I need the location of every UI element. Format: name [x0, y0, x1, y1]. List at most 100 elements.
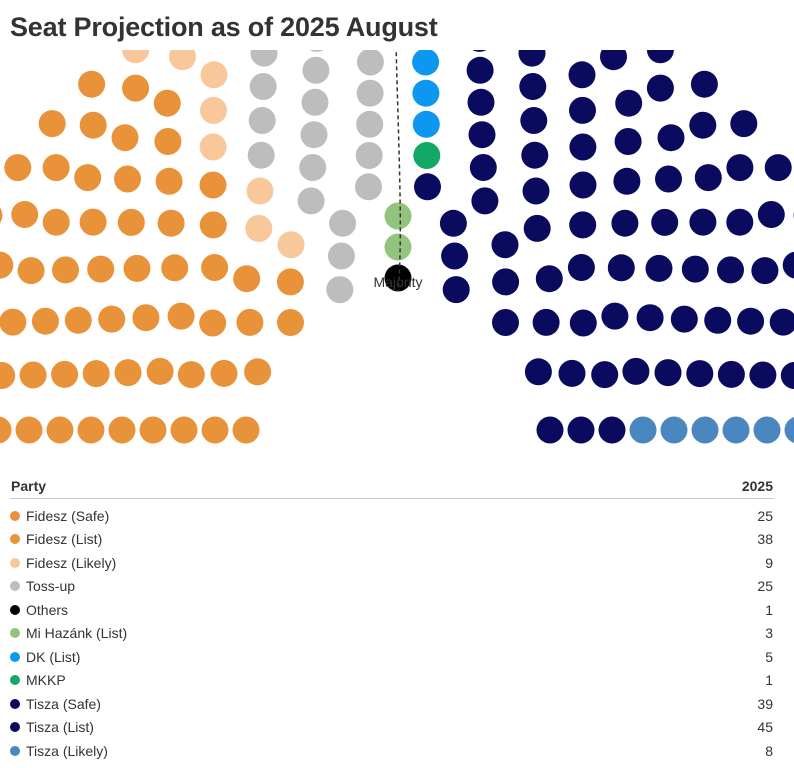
seat-dot	[569, 211, 597, 239]
seat-dot	[123, 254, 151, 282]
seat-dot	[780, 362, 794, 389]
seat-count: 25	[757, 578, 773, 595]
seat-dot	[704, 306, 732, 334]
seat-dot	[441, 242, 469, 270]
seat-dot	[412, 110, 440, 138]
seat-count: 39	[757, 695, 773, 712]
seat-dot	[82, 360, 110, 388]
party-cell: Others	[10, 602, 68, 618]
seat-dot	[79, 208, 107, 236]
seat-dot	[302, 56, 330, 84]
seat-dot	[201, 416, 229, 444]
seat-dot	[155, 167, 183, 195]
seat-dot	[108, 416, 136, 444]
table-row: Fidesz (Likely) 9	[10, 551, 774, 575]
seat-dot	[749, 361, 777, 389]
seat-dot	[466, 56, 494, 84]
seat-dot	[167, 302, 195, 330]
party-color-dot	[10, 557, 20, 568]
seat-dot	[660, 416, 688, 444]
seat-dot	[615, 89, 643, 117]
seat-dot	[384, 202, 412, 230]
seat-dot	[726, 208, 754, 236]
seat-dot	[492, 309, 519, 336]
seat-dot	[645, 254, 673, 282]
seat-dot	[657, 124, 685, 152]
seat-dot	[199, 133, 227, 161]
seat-count: 3	[765, 625, 773, 642]
seat-dot	[522, 177, 550, 205]
seat-dot	[17, 257, 45, 285]
seat-dot	[523, 214, 551, 242]
seat-dot	[654, 359, 682, 387]
seat-dot	[161, 254, 189, 282]
seat-dot	[442, 276, 470, 304]
seat-dot	[492, 268, 520, 296]
seat-dot	[412, 79, 440, 107]
table-row: Toss-up 25	[10, 575, 774, 599]
seat-dot	[132, 304, 160, 332]
seat-dot	[651, 208, 679, 236]
seat-dot	[568, 61, 596, 89]
seat-dot	[689, 111, 717, 139]
seat-dot	[74, 164, 102, 192]
party-name: Fidesz (Likely)	[26, 554, 117, 571]
seat-dot	[607, 254, 635, 282]
seat-dot	[247, 141, 275, 169]
party-column-header: Party	[11, 478, 47, 494]
party-cell: Tisza (Safe)	[10, 696, 101, 712]
table-row: Mi Hazánk (List) 3	[10, 622, 774, 646]
seat-dot	[694, 164, 722, 192]
seat-dot	[569, 171, 597, 199]
seat-dot	[471, 187, 499, 215]
seat-dot	[636, 304, 664, 332]
seat-dot	[327, 242, 355, 270]
party-cell: Toss-up	[10, 578, 75, 594]
seat-dot	[567, 416, 595, 444]
seat-dot	[170, 416, 198, 444]
seat-dot	[309, 50, 324, 52]
seat-dot	[31, 307, 59, 335]
seat-dot	[199, 309, 227, 337]
seat-dot	[532, 308, 560, 336]
seat-dot	[469, 154, 497, 181]
seat-dot	[730, 110, 758, 138]
party-cell: Tisza (Likely)	[10, 743, 108, 759]
seat-dot	[690, 70, 718, 98]
party-color-dot	[10, 675, 20, 686]
seat-dot	[154, 128, 182, 155]
seat-dot	[412, 50, 440, 76]
seat-dot	[200, 96, 227, 124]
seat-dot	[439, 209, 467, 237]
seat-dot	[299, 154, 327, 181]
seat-dot	[384, 233, 412, 261]
seat-dot	[329, 209, 357, 237]
seat-count: 1	[765, 672, 773, 689]
seat-dot	[201, 254, 229, 281]
seat-dot	[326, 276, 354, 304]
seat-dot	[717, 256, 744, 284]
party-cell: Fidesz (List)	[10, 531, 102, 547]
seat-dot	[4, 154, 32, 182]
chart-title: Seat Projection as of 2025 August	[10, 12, 438, 42]
seat-dot	[98, 305, 126, 333]
seat-dot	[300, 121, 328, 149]
seat-dot	[569, 309, 597, 337]
seat-dot	[722, 416, 750, 444]
seat-dot	[79, 111, 107, 139]
seat-dot	[717, 360, 745, 388]
party-name: Mi Hazánk (List)	[26, 625, 128, 642]
party-name: MKKP	[26, 672, 66, 689]
seat-dot	[472, 50, 487, 52]
seat-dot	[244, 358, 272, 386]
seat-dot	[64, 306, 92, 334]
seat-dot	[200, 61, 228, 89]
seat-dot	[691, 416, 719, 444]
table-row: Tisza (Likely) 8	[10, 739, 774, 763]
party-color-dot	[10, 651, 20, 662]
party-name: Others	[26, 601, 69, 618]
seat-dot	[646, 50, 674, 64]
seat-table: Party 2025 Fidesz (Safe) 25 Fidesz (List) 3…	[10, 478, 774, 763]
seat-dot	[0, 416, 12, 444]
seat-dot	[199, 171, 227, 199]
